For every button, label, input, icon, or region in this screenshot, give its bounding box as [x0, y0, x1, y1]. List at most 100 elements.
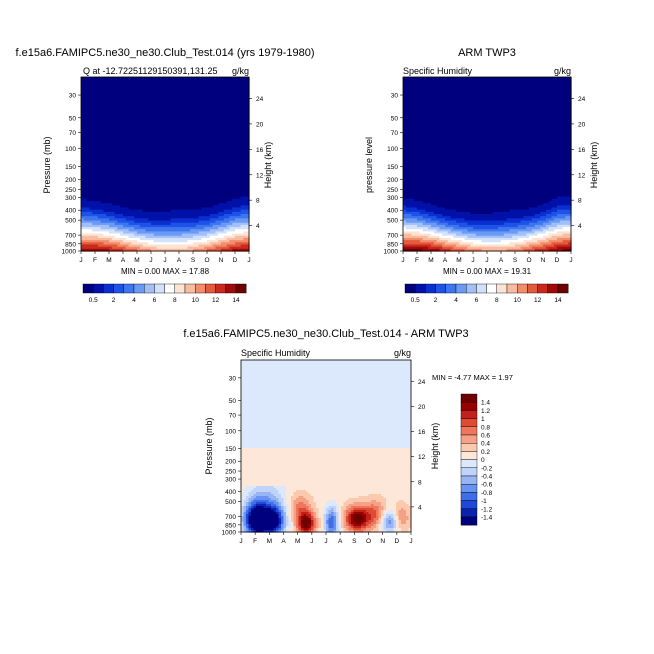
p1-field-cell	[181, 181, 186, 185]
p1-field-cell	[204, 214, 208, 217]
p1-field-cell	[240, 248, 244, 252]
p1-field-cell	[109, 164, 113, 167]
p1-field-cell	[243, 122, 247, 126]
p1-field-cell	[173, 135, 177, 139]
p1-field-cell	[176, 116, 180, 119]
p1-field-cell	[201, 227, 205, 230]
p1-field-cell	[97, 214, 102, 217]
p1-field-cell	[190, 137, 194, 141]
p1-field-cell	[92, 153, 96, 156]
p1-field-cell	[207, 183, 211, 187]
p1-field-cell	[81, 133, 85, 137]
p1-field-cell	[153, 224, 158, 228]
p1-field-cell	[109, 131, 113, 135]
p1-field-cell	[184, 140, 188, 143]
p1-field-cell	[190, 148, 194, 152]
p1-field-cell	[201, 174, 205, 178]
p1-field-cell	[237, 111, 242, 115]
p1-field-cell	[187, 224, 191, 228]
p1-field-cell	[232, 183, 236, 187]
p1-field-cell	[215, 205, 219, 209]
p1-field-cell	[181, 155, 186, 159]
p1-field-cell	[153, 218, 158, 222]
p1-field-cell	[120, 113, 124, 117]
p1-field-cell	[207, 96, 211, 100]
p1-field-cell	[201, 240, 205, 243]
p1-field-cell	[139, 150, 144, 154]
p1-field-cell	[131, 87, 135, 91]
p1-field-cell	[198, 196, 202, 200]
p1-field-cell	[198, 183, 202, 187]
p1-field-cell	[179, 113, 183, 117]
p1-field-cell	[153, 185, 158, 189]
p1-field-cell	[148, 129, 152, 132]
p1-field-cell	[212, 179, 216, 182]
p1-field-cell	[151, 103, 155, 106]
p1-field-cell	[167, 135, 172, 139]
p1-field-cell	[240, 170, 244, 174]
p1-field-cell	[139, 133, 144, 137]
p1-month-tick-label: F	[93, 257, 97, 264]
p1-field-cell	[190, 172, 194, 176]
p1-month-tick-label: J	[247, 257, 250, 264]
p1-field-cell	[179, 137, 183, 141]
p1-field-cell	[123, 144, 127, 148]
p1-field-cell	[103, 150, 107, 154]
p1-field-cell	[134, 140, 138, 143]
p1-field-cell	[176, 148, 180, 152]
p1-field-cell	[232, 155, 236, 159]
p1-field-cell	[145, 113, 149, 117]
p1-field-cell	[111, 144, 116, 148]
p1-field-cell	[167, 109, 172, 113]
p1-field-cell	[139, 227, 144, 230]
p1-field-cell	[131, 177, 135, 180]
p1-field-cell	[187, 87, 191, 91]
p1-height-tick-label: 12	[256, 172, 264, 179]
p1-field-cell	[221, 131, 225, 135]
p1-field-cell	[246, 183, 250, 187]
p1-field-cell	[223, 107, 228, 111]
p1-field-cell	[120, 122, 124, 126]
p1-field-cell	[97, 200, 102, 204]
p1-field-cell	[215, 135, 219, 139]
p1-field-cell	[95, 172, 99, 176]
p1-field-cell	[218, 109, 222, 113]
p1-field-cell	[215, 244, 219, 248]
p1-field-cell	[89, 159, 93, 163]
p1-field-cell	[223, 224, 228, 228]
p2-field-cell	[484, 79, 488, 82]
p1-field-cell	[235, 174, 239, 178]
p1-field-cell	[204, 200, 208, 204]
p1-field-cell	[201, 235, 205, 239]
p1-field-cell	[229, 224, 233, 228]
p1-field-cell	[86, 168, 90, 172]
p1-field-cell	[165, 242, 169, 246]
p1-field-cell	[92, 214, 96, 217]
p1-field-cell	[148, 155, 152, 159]
p1-field-cell	[201, 172, 205, 176]
p1-field-cell	[165, 244, 169, 248]
p1-pressure-tick-label: 400	[65, 208, 76, 215]
p1-field-cell	[106, 170, 110, 174]
p1-field-cell	[103, 83, 107, 87]
p1-field-cell	[153, 181, 158, 185]
p1-field-cell	[193, 244, 197, 248]
p1-field-cell	[134, 185, 138, 189]
p1-field-cell	[246, 211, 250, 215]
p1-field-cell	[137, 185, 141, 189]
p1-field-cell	[134, 103, 138, 106]
p1-field-cell	[159, 166, 163, 169]
p1-field-cell	[232, 124, 236, 128]
p1-field-cell	[212, 129, 216, 132]
p1-field-cell	[193, 209, 197, 213]
p1-field-cell	[198, 235, 202, 239]
p1-field-cell	[162, 220, 166, 224]
p1-field-cell	[109, 94, 113, 98]
p1-field-cell	[187, 244, 191, 248]
p1-field-cell	[106, 120, 110, 124]
p1-field-cell	[114, 192, 118, 196]
p1-field-cell	[193, 248, 197, 252]
p1-field-cell	[223, 227, 228, 230]
p1-field-cell	[195, 205, 200, 209]
p1-field-cell	[123, 177, 127, 180]
